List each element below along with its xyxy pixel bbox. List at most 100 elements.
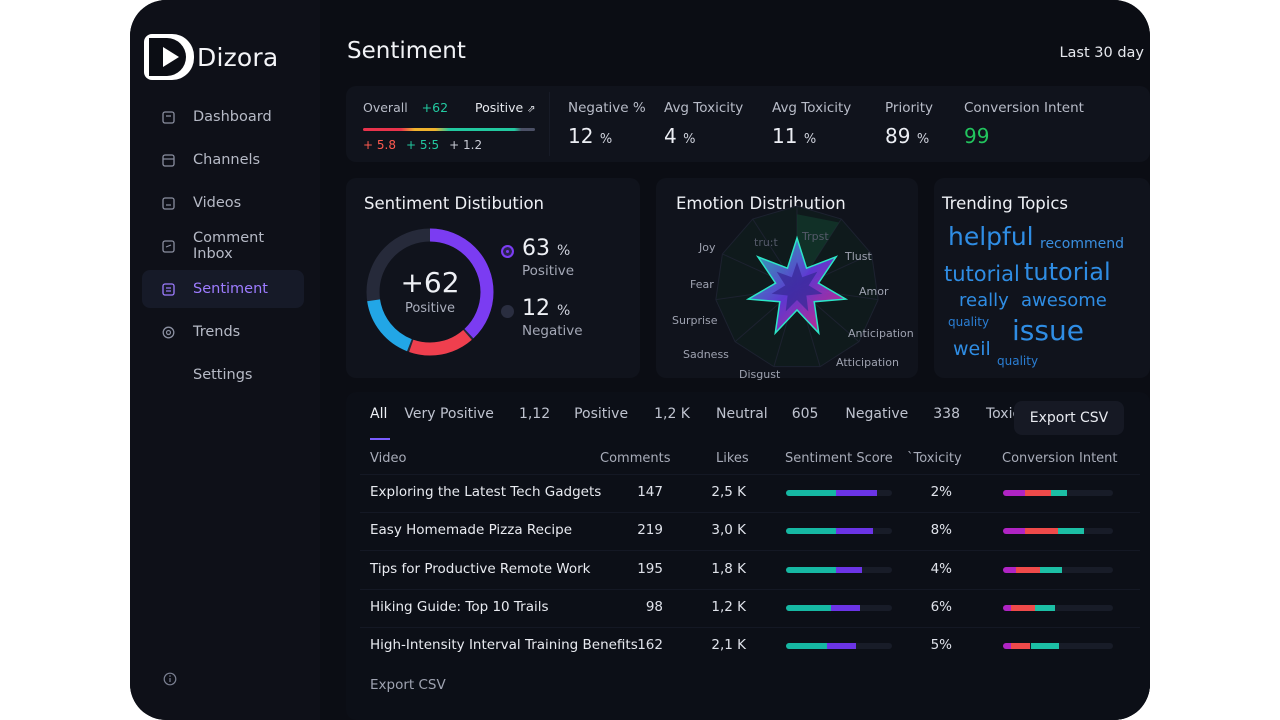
tab-toxic[interactable]: Toxic xyxy=(986,406,1021,422)
tab-neutral[interactable]: Neutral xyxy=(716,406,768,422)
logo[interactable]: Dizora xyxy=(144,34,278,80)
emotion-distribution-card: Emotion Distribution Trpst Tlust Amor Antic… xyxy=(656,178,918,381)
sentiment-score-bar xyxy=(786,528,892,534)
sentiment-score-bar xyxy=(786,490,892,496)
topic-word[interactable]: tutorial xyxy=(944,262,1020,286)
score-positive-segment xyxy=(786,605,831,611)
comments-count: 98 xyxy=(645,599,663,615)
topic-word[interactable]: quality xyxy=(948,315,990,329)
score-positive-segment xyxy=(786,567,836,573)
kpi-avg-toxicity-2: Avg Toxicity 11 % xyxy=(772,100,852,148)
topic-word[interactable]: weil xyxy=(953,338,991,360)
sentiment-score-bar xyxy=(786,567,892,573)
kpi-overall: Overall +62 Positive ⇗ xyxy=(363,100,553,115)
conversion-intent-bar xyxy=(1003,605,1113,611)
topic-word[interactable]: really xyxy=(959,290,1009,311)
intent-segment-teal xyxy=(1034,605,1055,611)
table-row[interactable]: High-Intensity Interval Training Benefit… xyxy=(346,627,1150,665)
radar-axis-label: Disgust xyxy=(739,368,781,381)
intent-segment-red xyxy=(1010,605,1035,611)
export-csv-button[interactable]: Export CSV xyxy=(1014,401,1124,435)
table-row[interactable]: Tips for Productive Remote Work 195 1,8 K 4… xyxy=(346,551,1150,589)
topic-word[interactable]: quality xyxy=(997,354,1039,368)
videos-icon xyxy=(162,196,175,210)
topic-word[interactable]: helpful xyxy=(948,222,1034,251)
video-title[interactable]: Easy Homemade Pizza Recipe xyxy=(370,522,573,538)
emotion-shape-inner xyxy=(771,262,823,312)
dashboard-icon xyxy=(162,110,175,124)
intent-segment-teal xyxy=(1051,490,1067,496)
overall-gauge-bar xyxy=(363,128,535,131)
score-rest-segment xyxy=(835,490,878,496)
likes-count: 1,2 K xyxy=(711,599,746,615)
sidebar-item-sentiment[interactable]: Sentiment xyxy=(142,270,304,308)
radar-axis-label: Joy xyxy=(699,241,716,254)
video-title[interactable]: Tips for Productive Remote Work xyxy=(370,561,591,577)
sidebar-item-label: Comment Inbox xyxy=(193,230,265,262)
count-negative: 338 xyxy=(933,406,960,422)
overall-gauge-values: + 5.8 + 5:5 + 1.2 xyxy=(363,138,483,152)
kpi-conversion-intent: Conversion Intent 99 xyxy=(964,100,1084,148)
topic-word[interactable]: recommend xyxy=(1040,236,1124,252)
kpi-strip: Overall +62 Positive ⇗ + 5.8 + 5:5 + 1.2 Ne… xyxy=(346,86,1150,162)
topic-word[interactable]: tutorial xyxy=(1024,258,1111,286)
table-row[interactable]: Hiking Guide: Top 10 Trails 98 1,2 K 6% xyxy=(346,589,1150,627)
topic-word[interactable]: issue xyxy=(1012,314,1084,347)
sidebar-item-label: Dashboard xyxy=(193,109,272,125)
column-header[interactable]: Sentiment Score xyxy=(785,451,893,466)
export-csv-link[interactable]: Export CSV xyxy=(370,677,446,693)
topic-word[interactable]: awesome xyxy=(1021,290,1107,311)
info-icon[interactable] xyxy=(163,671,177,690)
tab-very-positive[interactable]: Very Positive xyxy=(404,406,494,422)
kpi-label: Overall xyxy=(363,100,408,115)
overall-trend: Positive ⇗ xyxy=(475,100,536,115)
conversion-intent-bar xyxy=(1003,567,1113,573)
table-row[interactable]: Exploring the Latest Tech Gadgets 147 2,5 … xyxy=(346,474,1150,512)
channels-icon xyxy=(162,153,175,167)
toxicity-value: 6% xyxy=(930,599,952,615)
intent-segment-magenta xyxy=(1003,643,1011,649)
toxicity-value: 4% xyxy=(930,561,952,577)
date-range-selector[interactable]: Last 30 day xyxy=(1059,45,1144,61)
video-title[interactable]: Exploring the Latest Tech Gadgets xyxy=(370,484,602,500)
tab-all[interactable]: All xyxy=(370,406,388,422)
score-positive-segment xyxy=(786,643,828,649)
video-title[interactable]: High-Intensity Interval Training Benefit… xyxy=(370,637,638,653)
tab-negative[interactable]: Negative xyxy=(845,406,909,422)
radar-axis-label: Sadness xyxy=(683,348,729,361)
score-rest-segment xyxy=(830,605,861,611)
column-header[interactable]: Conversion Intent xyxy=(1002,451,1118,466)
column-header[interactable]: Likes xyxy=(716,451,749,466)
legend-negative: 12 % Negative xyxy=(501,296,583,339)
kpi-priority: Priority 89 % xyxy=(885,100,934,148)
radar-axis-label: Trpst xyxy=(802,230,829,243)
conversion-intent-bar xyxy=(1003,490,1113,496)
sidebar-item-dashboard[interactable]: Dashboard xyxy=(142,98,304,136)
sidebar-item-videos[interactable]: Videos xyxy=(142,184,304,222)
table-row[interactable]: Easy Homemade Pizza Recipe 219 3,0 K 8% xyxy=(346,512,1150,550)
comments-count: 147 xyxy=(637,484,663,500)
column-header[interactable]: Comments xyxy=(600,451,671,466)
logo-mark-icon xyxy=(144,34,194,80)
sentiment-score-bar xyxy=(786,643,892,649)
intent-segment-magenta xyxy=(1003,567,1017,573)
intent-segment-magenta xyxy=(1003,528,1025,534)
intent-segment-magenta xyxy=(1003,605,1011,611)
intent-segment-red xyxy=(1016,567,1041,573)
intent-segment-teal xyxy=(1030,643,1060,649)
sidebar-item-comment-inbox[interactable]: Comment Inbox xyxy=(142,227,304,265)
sidebar-item-trends[interactable]: Trends xyxy=(142,313,304,351)
radar-axis-label: Atticipation xyxy=(836,356,899,369)
sidebar-item-channels[interactable]: Channels xyxy=(142,141,304,179)
score-rest-segment xyxy=(835,567,863,573)
overall-score: +62 xyxy=(421,100,449,115)
likes-count: 2,5 K xyxy=(711,484,746,500)
video-title[interactable]: Hiking Guide: Top 10 Trails xyxy=(370,599,549,615)
column-header[interactable]: `Toxicity xyxy=(907,451,962,466)
tab-positive[interactable]: Positive xyxy=(574,406,629,422)
sidebar-item-settings[interactable]: Settings xyxy=(142,356,304,394)
page-title: Sentiment xyxy=(347,38,466,64)
trends-icon xyxy=(162,326,175,339)
score-rest-segment xyxy=(827,643,856,649)
column-header[interactable]: Video xyxy=(370,451,407,466)
